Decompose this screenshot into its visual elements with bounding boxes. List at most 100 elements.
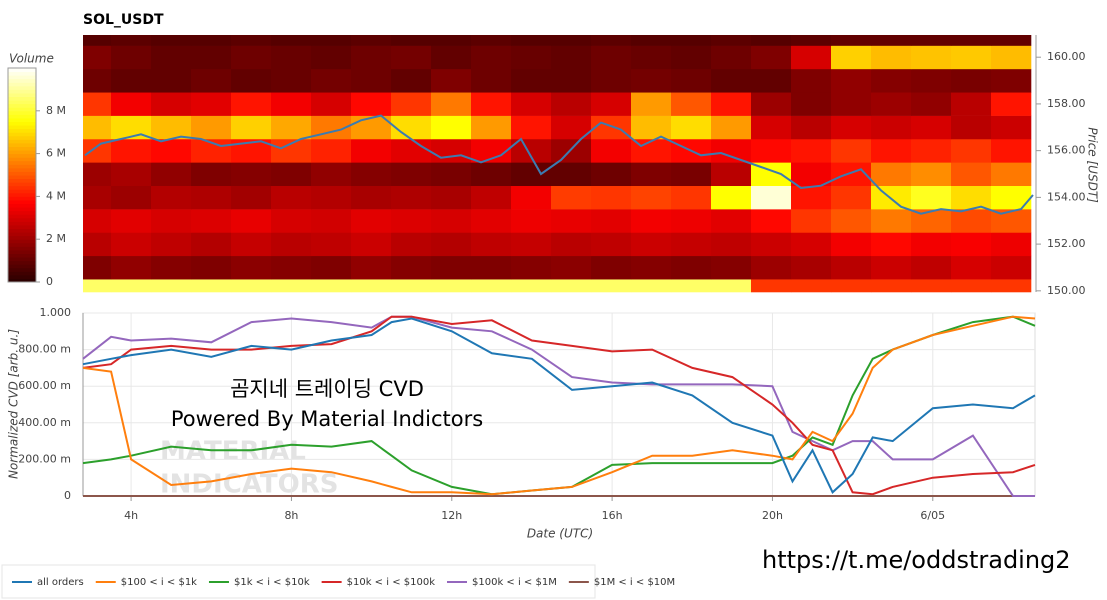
heatmap-cell: [631, 209, 672, 233]
colorbar-step: [8, 128, 36, 133]
heatmap-cell: [551, 279, 592, 293]
heatmap-cell: [311, 255, 352, 280]
colorbar-title: Volume: [9, 52, 54, 66]
colorbar-step: [8, 92, 36, 98]
y-tick-label: 152.00: [1047, 237, 1086, 250]
heatmap-cell: [431, 45, 472, 70]
heatmap-cell: [671, 162, 712, 186]
colorbar-step: [8, 107, 36, 112]
heatmap-cell: [111, 35, 152, 46]
heatmap-cell: [351, 35, 392, 46]
heatmap-cell: [751, 232, 792, 257]
heatmap-cell: [751, 209, 792, 233]
heatmap-cell: [391, 255, 432, 280]
colorbar-step: [8, 196, 36, 201]
heatmap-cell: [151, 45, 192, 70]
colorbar-step: [8, 167, 36, 172]
colorbar-step: [8, 78, 36, 83]
heatmap-cell: [111, 255, 152, 280]
heatmap-cell: [551, 92, 592, 116]
heatmap-cell: [471, 162, 512, 186]
heatmap-cell: [591, 35, 632, 46]
url: https://t.me/oddstrading2: [762, 546, 1071, 574]
heatmap-cell: [911, 232, 952, 257]
heatmap-cell: [471, 138, 512, 163]
colorbar-step: [8, 228, 36, 233]
heatmap-cell: [511, 232, 552, 257]
heatmap-cell: [271, 255, 312, 280]
colorbar-step: [8, 175, 36, 180]
heatmap-cell: [391, 209, 432, 233]
heatmap-cell: [831, 35, 872, 46]
heatmap-cell: [431, 185, 472, 210]
colorbar-step: [8, 157, 36, 162]
colorbar-step: [8, 207, 36, 212]
heatmap-cell: [271, 68, 312, 93]
heatmap-cell: [311, 232, 352, 257]
heatmap-cell: [951, 35, 992, 46]
heatmap-cell: [871, 115, 912, 140]
heatmap-cell: [191, 209, 232, 233]
y-tick-label: 156.00: [1047, 144, 1086, 157]
heatmap-cell: [391, 115, 432, 140]
heatmap-cell: [991, 255, 1032, 280]
heatmap-cell: [991, 279, 1032, 293]
heatmap-cell: [791, 45, 832, 70]
heatmap-cell: [551, 35, 592, 46]
heatmap-cell: [151, 92, 192, 116]
heatmap-cell: [871, 232, 912, 257]
heatmap-cell: [511, 255, 552, 280]
colorbar-step: [8, 153, 36, 158]
heatmap-cell: [631, 162, 672, 186]
heatmap-cell: [631, 279, 672, 293]
colorbar-tick-label: 6 M: [46, 147, 66, 160]
heatmap-cell: [951, 68, 992, 93]
x-tick-label: 8h: [284, 509, 298, 522]
heatmap-cell: [791, 35, 832, 46]
legend-label: all orders: [37, 577, 84, 588]
x-tick-label: 16h: [602, 509, 623, 522]
heatmap-cell: [791, 185, 832, 210]
heatmap-cell: [471, 35, 512, 46]
colorbar-tick-label: 0: [46, 275, 53, 288]
colorbar-step: [8, 75, 36, 80]
heatmap-cell: [991, 92, 1032, 116]
colorbar-frame: [7, 67, 37, 283]
series-line: [82, 315, 1036, 496]
heatmap-cell: [711, 138, 752, 163]
heatmap-cell: [591, 162, 632, 186]
heatmap-cell: [751, 68, 792, 93]
heatmap-cell: [191, 92, 232, 116]
heatmap-cell: [351, 45, 392, 70]
heatmap-cell: [671, 68, 712, 93]
heatmap-cell: [551, 185, 592, 210]
heatmap-cell: [391, 232, 432, 257]
heatmap-cell: [191, 138, 232, 163]
heatmap-cell: [471, 45, 512, 70]
colorbar-step: [8, 271, 36, 276]
heatmap-cell: [631, 45, 672, 70]
colorbar-step: [8, 182, 36, 187]
heatmap-cell: [911, 115, 952, 140]
heatmap-cell: [831, 92, 872, 116]
colorbar-step: [8, 221, 36, 226]
heatmap-cell: [83, 68, 112, 93]
colorbar-step: [8, 171, 36, 176]
colorbar-step: [8, 199, 36, 205]
heatmap-cell: [271, 162, 312, 186]
colorbar-tick-label: 2 M: [46, 232, 66, 245]
heatmap-cell: [871, 68, 912, 93]
colorbar-step: [8, 232, 36, 237]
heatmap-cell: [831, 209, 872, 233]
x-tick-label: 20h: [762, 509, 783, 522]
heatmap-cell: [671, 279, 712, 293]
colorbar-step: [8, 164, 36, 169]
heatmap-cell: [991, 138, 1032, 163]
colorbar-step: [8, 239, 36, 244]
heatmap-cell: [111, 92, 152, 116]
annotation: 곰지네 트레이딩 CVD: [230, 377, 424, 401]
heatmap-cell: [231, 185, 272, 210]
heatmap-cell: [631, 185, 672, 210]
heatmap-cell: [311, 209, 352, 233]
heatmap-cell: [311, 162, 352, 186]
